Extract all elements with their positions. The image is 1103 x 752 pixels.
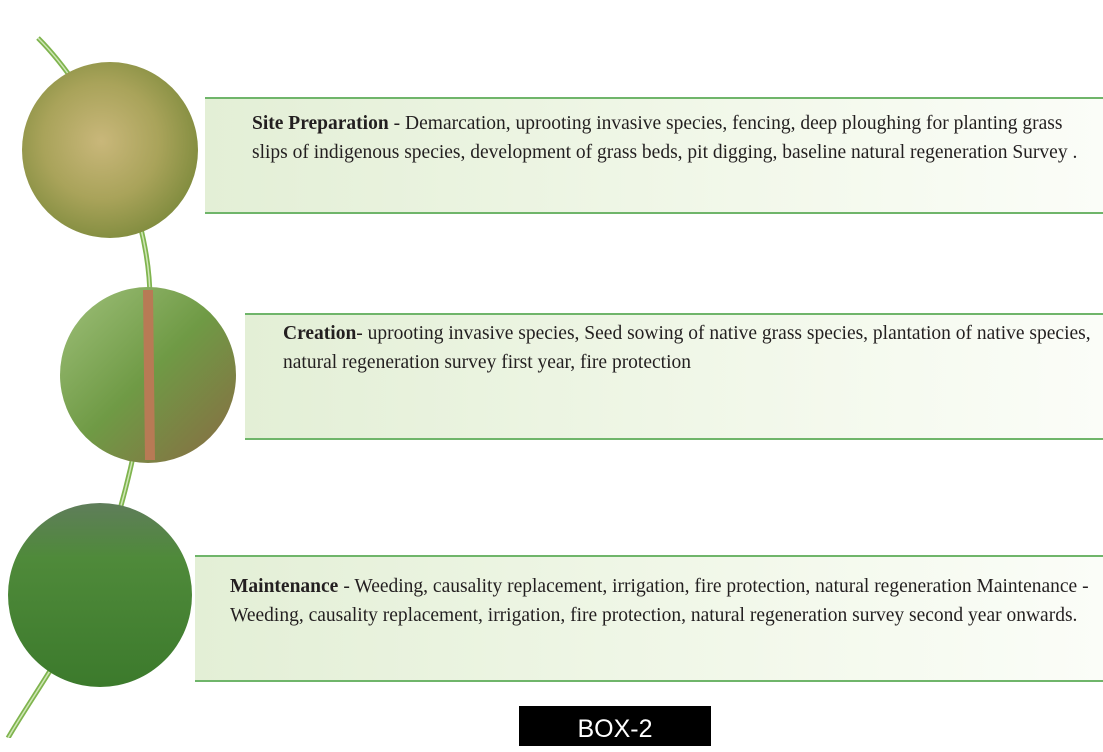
box-label: BOX-2 [519,706,711,746]
step-text: Creation- uprooting invasive species, Se… [283,320,1098,377]
photo-maintenance [8,503,192,687]
step-text: Maintenance- Weeding, causality replacem… [230,573,1100,630]
step-description: - uprooting invasive species, Seed sowin… [283,323,1091,373]
step-title: Site Preparation [252,113,389,134]
photo-site-preparation [22,62,198,238]
step-title: Creation [283,323,356,344]
page: {"items": [ {"title": "Site Preparation"… [0,0,1103,738]
step-description: - Weeding, causality replacement, irriga… [230,576,1089,626]
step-title: Maintenance [230,576,338,597]
photo-path [148,290,150,460]
step-text: Site Preparation- Demarcation, uprooting… [252,110,1102,167]
